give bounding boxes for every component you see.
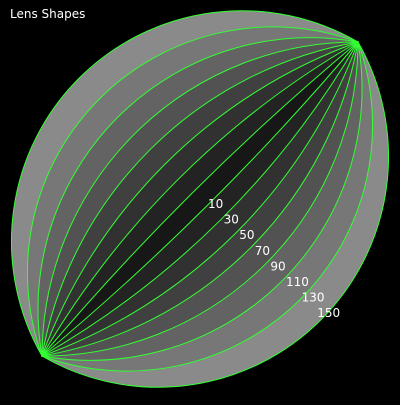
lens-label-90: 90 <box>270 259 285 273</box>
lens-label-70: 70 <box>255 244 270 258</box>
lens-label-10: 10 <box>208 197 223 211</box>
lens-label-30: 30 <box>224 213 239 227</box>
lens-shape-10 <box>41 41 359 357</box>
lens-group <box>11 10 389 388</box>
lens-label-130: 130 <box>302 291 325 305</box>
window-title: Lens Shapes <box>10 7 86 21</box>
lens-label-150: 150 <box>317 306 340 320</box>
lens-label-110: 110 <box>286 275 309 289</box>
lens-label-50: 50 <box>239 228 254 242</box>
